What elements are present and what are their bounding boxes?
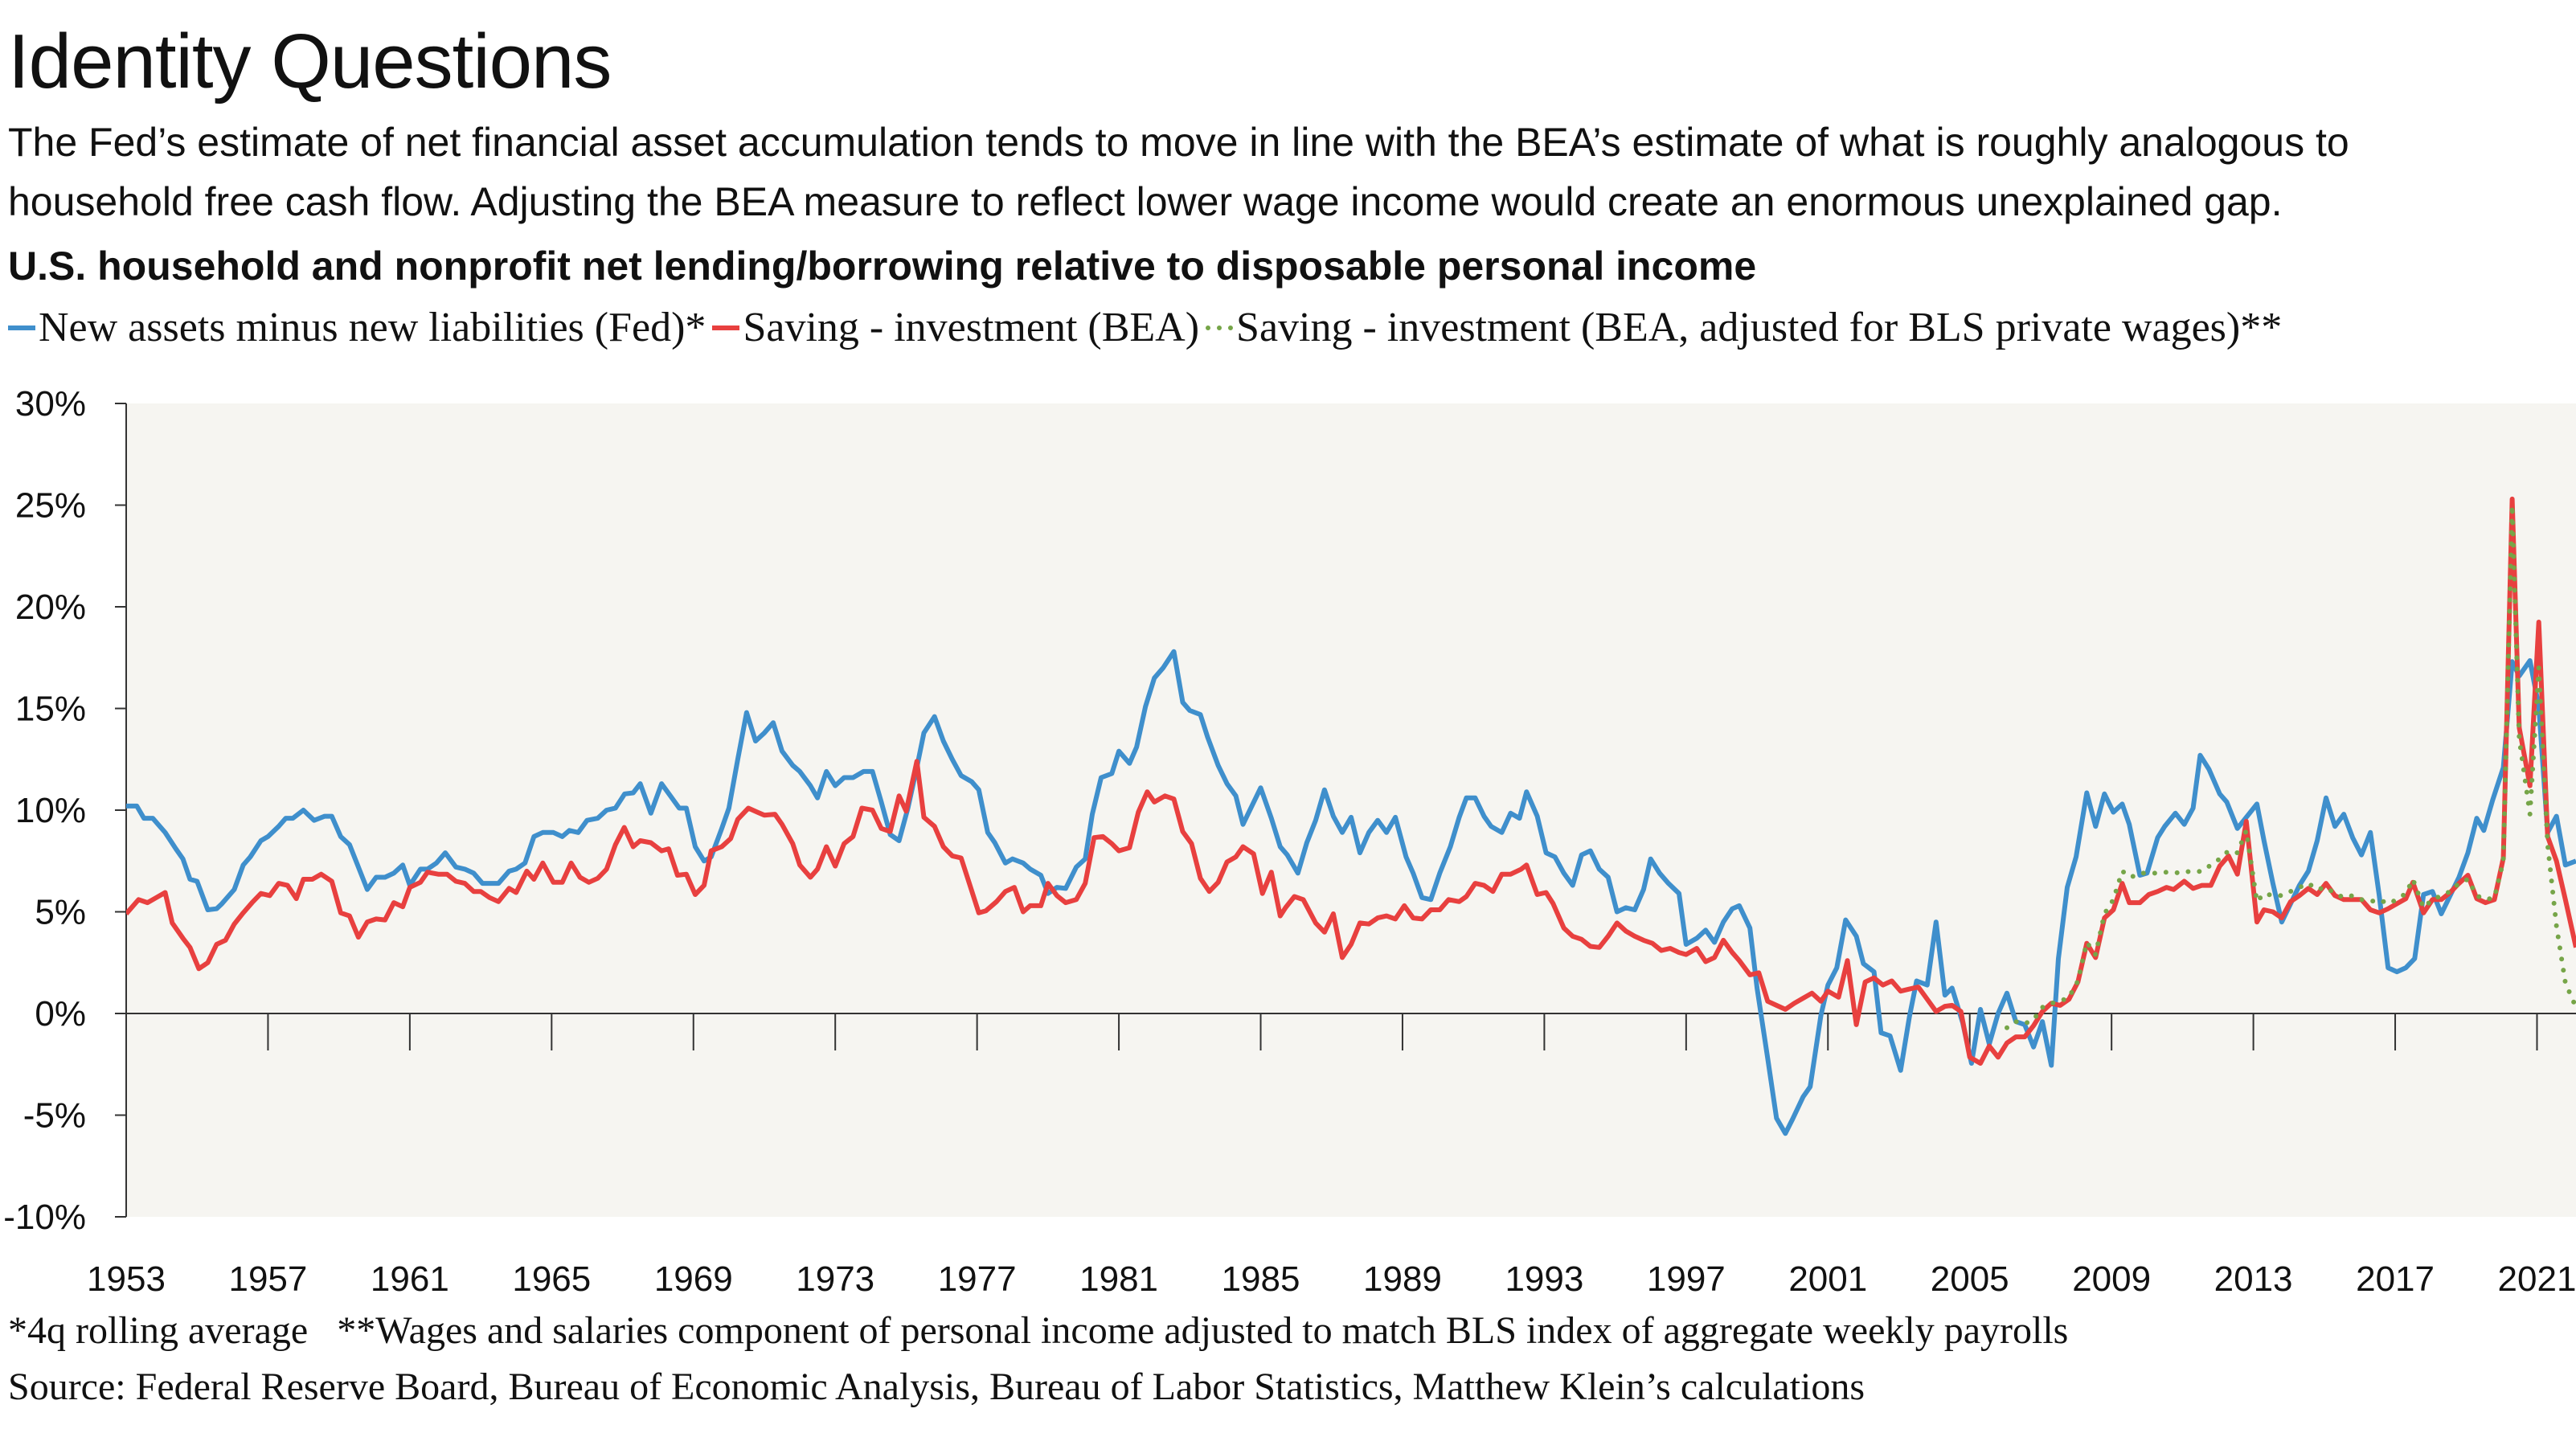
subtitle-line-1: The Fed’s estimate of net financial asse… bbox=[8, 120, 2349, 165]
x-tick-label: 1969 bbox=[654, 1259, 733, 1299]
y-tick-label: 10% bbox=[15, 791, 86, 830]
x-tick-label: 1993 bbox=[1505, 1259, 1583, 1299]
y-tick-label: -5% bbox=[23, 1096, 86, 1136]
x-tick-label: 1981 bbox=[1079, 1259, 1158, 1299]
footnote: *4q rolling average **Wages and salaries… bbox=[8, 1309, 2069, 1352]
x-tick-label: 1977 bbox=[938, 1259, 1017, 1299]
x-tick-label: 2013 bbox=[2214, 1259, 2293, 1299]
legend-swatch-bea-adjusted bbox=[1206, 325, 1234, 330]
series-line-0 bbox=[126, 649, 2576, 1136]
y-tick-label: 5% bbox=[35, 893, 86, 932]
legend-item-bea: Saving - investment (BEA) bbox=[712, 304, 1199, 351]
subtitle-line-2: household free cash flow. Adjusting the … bbox=[8, 179, 2283, 224]
x-tick-label: 2001 bbox=[1788, 1259, 1867, 1299]
y-tick-label: -10% bbox=[3, 1198, 86, 1237]
x-tick-label: 2009 bbox=[2072, 1259, 2151, 1299]
x-tick-label: 2005 bbox=[1931, 1259, 2009, 1299]
legend-swatch-bea bbox=[712, 325, 740, 330]
x-tick-label: 1989 bbox=[1363, 1259, 1442, 1299]
page-title: Identity Questions bbox=[8, 18, 612, 104]
x-tick-label: 1973 bbox=[796, 1259, 874, 1299]
y-tick-label: 20% bbox=[15, 588, 86, 627]
legend-item-fed: New assets minus new liabilities (Fed)* bbox=[8, 304, 706, 351]
source-note: Source: Federal Reserve Board, Bureau of… bbox=[8, 1366, 1865, 1408]
x-tick-label: 2017 bbox=[2356, 1259, 2435, 1299]
legend-label: Saving - investment (BEA) bbox=[743, 305, 1200, 350]
legend: New assets minus new liabilities (Fed)* … bbox=[8, 304, 2288, 351]
x-tick-label: 1997 bbox=[1647, 1259, 1726, 1299]
x-tick-label: 1957 bbox=[228, 1259, 307, 1299]
y-tick-label: 0% bbox=[35, 994, 86, 1034]
x-tick-label: 1953 bbox=[87, 1259, 166, 1299]
plot-background bbox=[126, 403, 2576, 1217]
series-line-2 bbox=[2005, 502, 2576, 1030]
series-line-1 bbox=[126, 496, 2576, 1066]
legend-label: Saving - investment (BEA, adjusted for B… bbox=[1236, 305, 2283, 350]
x-tick-label: 1961 bbox=[371, 1259, 449, 1299]
y-tick-label: 25% bbox=[15, 486, 86, 526]
chart-title: U.S. household and nonprofit net lending… bbox=[8, 244, 1757, 289]
x-tick-label: 2021 bbox=[2498, 1259, 2576, 1299]
y-tick-label: 15% bbox=[15, 690, 86, 729]
legend-item-bea-adjusted: Saving - investment (BEA, adjusted for B… bbox=[1206, 304, 2282, 351]
x-tick-label: 1965 bbox=[512, 1259, 591, 1299]
y-tick-label: 30% bbox=[15, 384, 86, 424]
legend-swatch-fed bbox=[8, 325, 35, 330]
legend-label: New assets minus new liabilities (Fed)* bbox=[39, 305, 706, 350]
x-tick-label: 1985 bbox=[1222, 1259, 1300, 1299]
